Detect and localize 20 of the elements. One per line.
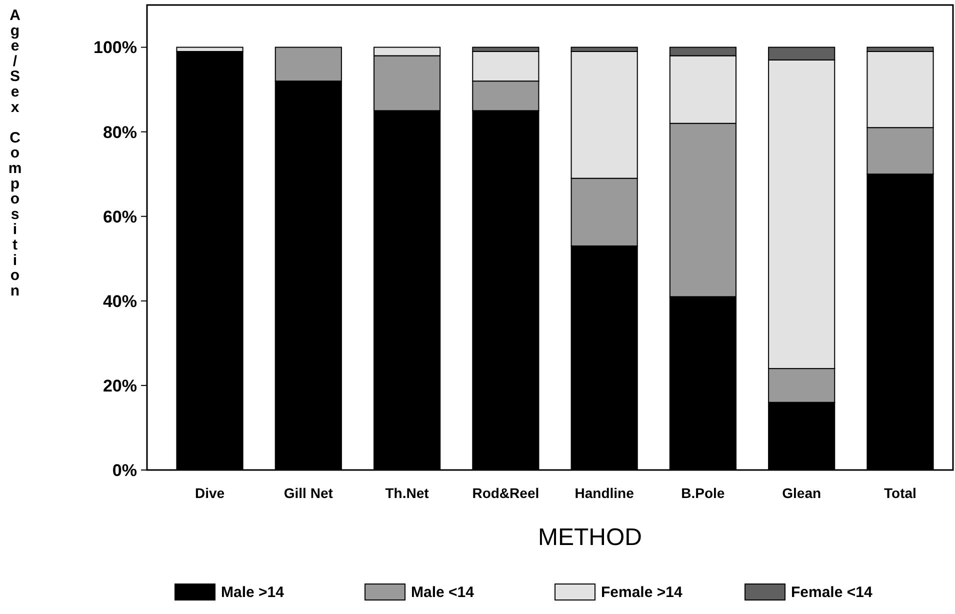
y-tick-label: 60%	[102, 207, 137, 226]
x-tick-label: Th.Net	[385, 485, 430, 501]
text: Age/Sex Composition	[8, 7, 22, 300]
y-tick-label: 80%	[102, 122, 137, 142]
x-tick-label: B.Pole	[681, 485, 725, 501]
x-tick-label: Rod&Reel	[472, 485, 540, 501]
legend-label: Female >14	[601, 584, 683, 601]
x-tick-label: Glean	[782, 485, 822, 501]
y-tick-label: 40%	[102, 292, 137, 311]
legend-label: Female <14	[791, 584, 873, 601]
x-tick-label: Dive	[194, 485, 225, 501]
x-tick-label: Total	[884, 485, 916, 501]
y-tick-label: 0%	[112, 460, 137, 480]
legend-label: Male >14	[221, 584, 285, 601]
y-tick-label: 100%	[94, 38, 137, 58]
legend-label: Male <14	[411, 584, 475, 601]
x-axis-title: METHOD	[538, 524, 642, 551]
x-tick-label: Gill Net	[284, 485, 334, 501]
x-tick-label: Handline	[574, 485, 634, 501]
y-tick-label: 20%	[102, 376, 137, 396]
